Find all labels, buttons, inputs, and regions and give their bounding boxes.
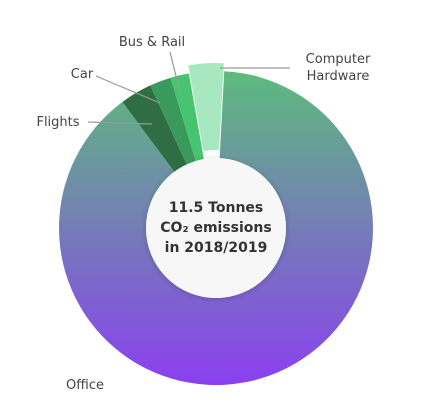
slice xyxy=(188,63,224,152)
slice xyxy=(58,71,373,386)
donut-hole xyxy=(146,158,286,298)
center-text: 11.5 Tonnes xyxy=(169,200,264,216)
slice xyxy=(150,77,196,165)
center-text: in 2018/2019 xyxy=(165,240,268,256)
slice xyxy=(170,73,204,161)
center-text: CO₂ emissions xyxy=(160,220,271,236)
slice xyxy=(122,85,187,172)
slice-label: Computer Hardware xyxy=(305,52,371,84)
slice-label: Car xyxy=(70,67,94,82)
leader-line xyxy=(169,51,181,93)
slice-label: Bus & Rail xyxy=(118,35,186,50)
leader-line xyxy=(95,75,161,104)
leader-line xyxy=(87,121,153,125)
slice-label: Flights xyxy=(36,115,80,130)
slice-label: Office xyxy=(66,378,104,393)
